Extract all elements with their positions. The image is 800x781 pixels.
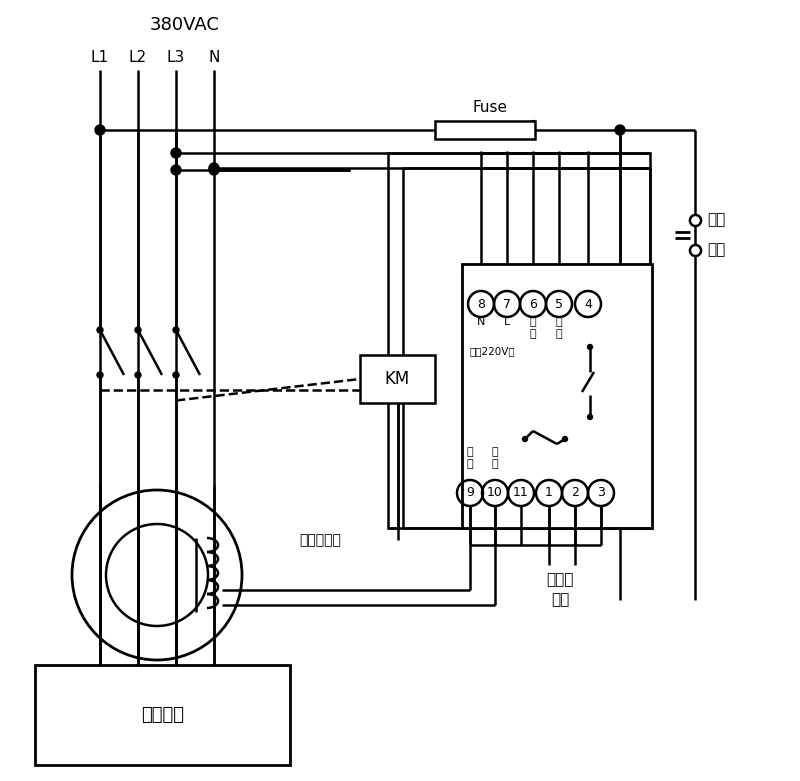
Text: 号: 号 [492,459,498,469]
FancyBboxPatch shape [462,264,652,528]
Text: 3: 3 [597,487,605,500]
Text: 试: 试 [530,317,536,327]
Text: 号: 号 [466,459,474,469]
Text: 4: 4 [584,298,592,311]
Text: 报警: 报警 [551,593,569,608]
Circle shape [135,327,141,333]
Circle shape [209,165,219,175]
FancyBboxPatch shape [435,121,535,139]
Circle shape [95,125,105,135]
Text: 7: 7 [503,298,511,311]
Text: N: N [477,317,485,327]
Text: 信: 信 [466,447,474,457]
Text: KM: KM [385,370,410,388]
Circle shape [562,437,567,441]
Text: 试: 试 [556,317,562,327]
Text: 6: 6 [529,298,537,311]
Text: 接声光: 接声光 [546,572,574,587]
FancyBboxPatch shape [360,355,435,403]
Text: 9: 9 [466,487,474,500]
Circle shape [97,327,103,333]
Text: 5: 5 [555,298,563,311]
Text: 380VAC: 380VAC [150,16,220,34]
Circle shape [173,372,179,378]
Circle shape [171,148,181,158]
Circle shape [615,125,625,135]
Circle shape [522,437,527,441]
Circle shape [97,372,103,378]
Text: 电源220V～: 电源220V～ [470,346,516,356]
Circle shape [587,415,593,419]
Text: 验: 验 [556,329,562,339]
Text: L3: L3 [167,51,185,66]
Text: 开关: 开关 [707,242,726,258]
Text: 用户设备: 用户设备 [141,706,184,724]
Text: L2: L2 [129,51,147,66]
Text: 2: 2 [571,487,579,500]
Text: N: N [208,51,220,66]
Text: 信: 信 [492,447,498,457]
Text: L1: L1 [91,51,109,66]
Text: 零序互感器: 零序互感器 [299,533,341,547]
Circle shape [135,372,141,378]
Circle shape [171,165,181,175]
Text: 11: 11 [513,487,529,500]
FancyBboxPatch shape [35,665,290,765]
Text: 自锁: 自锁 [707,212,726,227]
Circle shape [209,163,219,173]
Circle shape [173,327,179,333]
Circle shape [587,344,593,350]
Text: 10: 10 [487,487,503,500]
Text: 8: 8 [477,298,485,311]
Text: 验: 验 [530,329,536,339]
Text: Fuse: Fuse [473,101,507,116]
Text: 1: 1 [545,487,553,500]
Text: L: L [504,317,510,327]
